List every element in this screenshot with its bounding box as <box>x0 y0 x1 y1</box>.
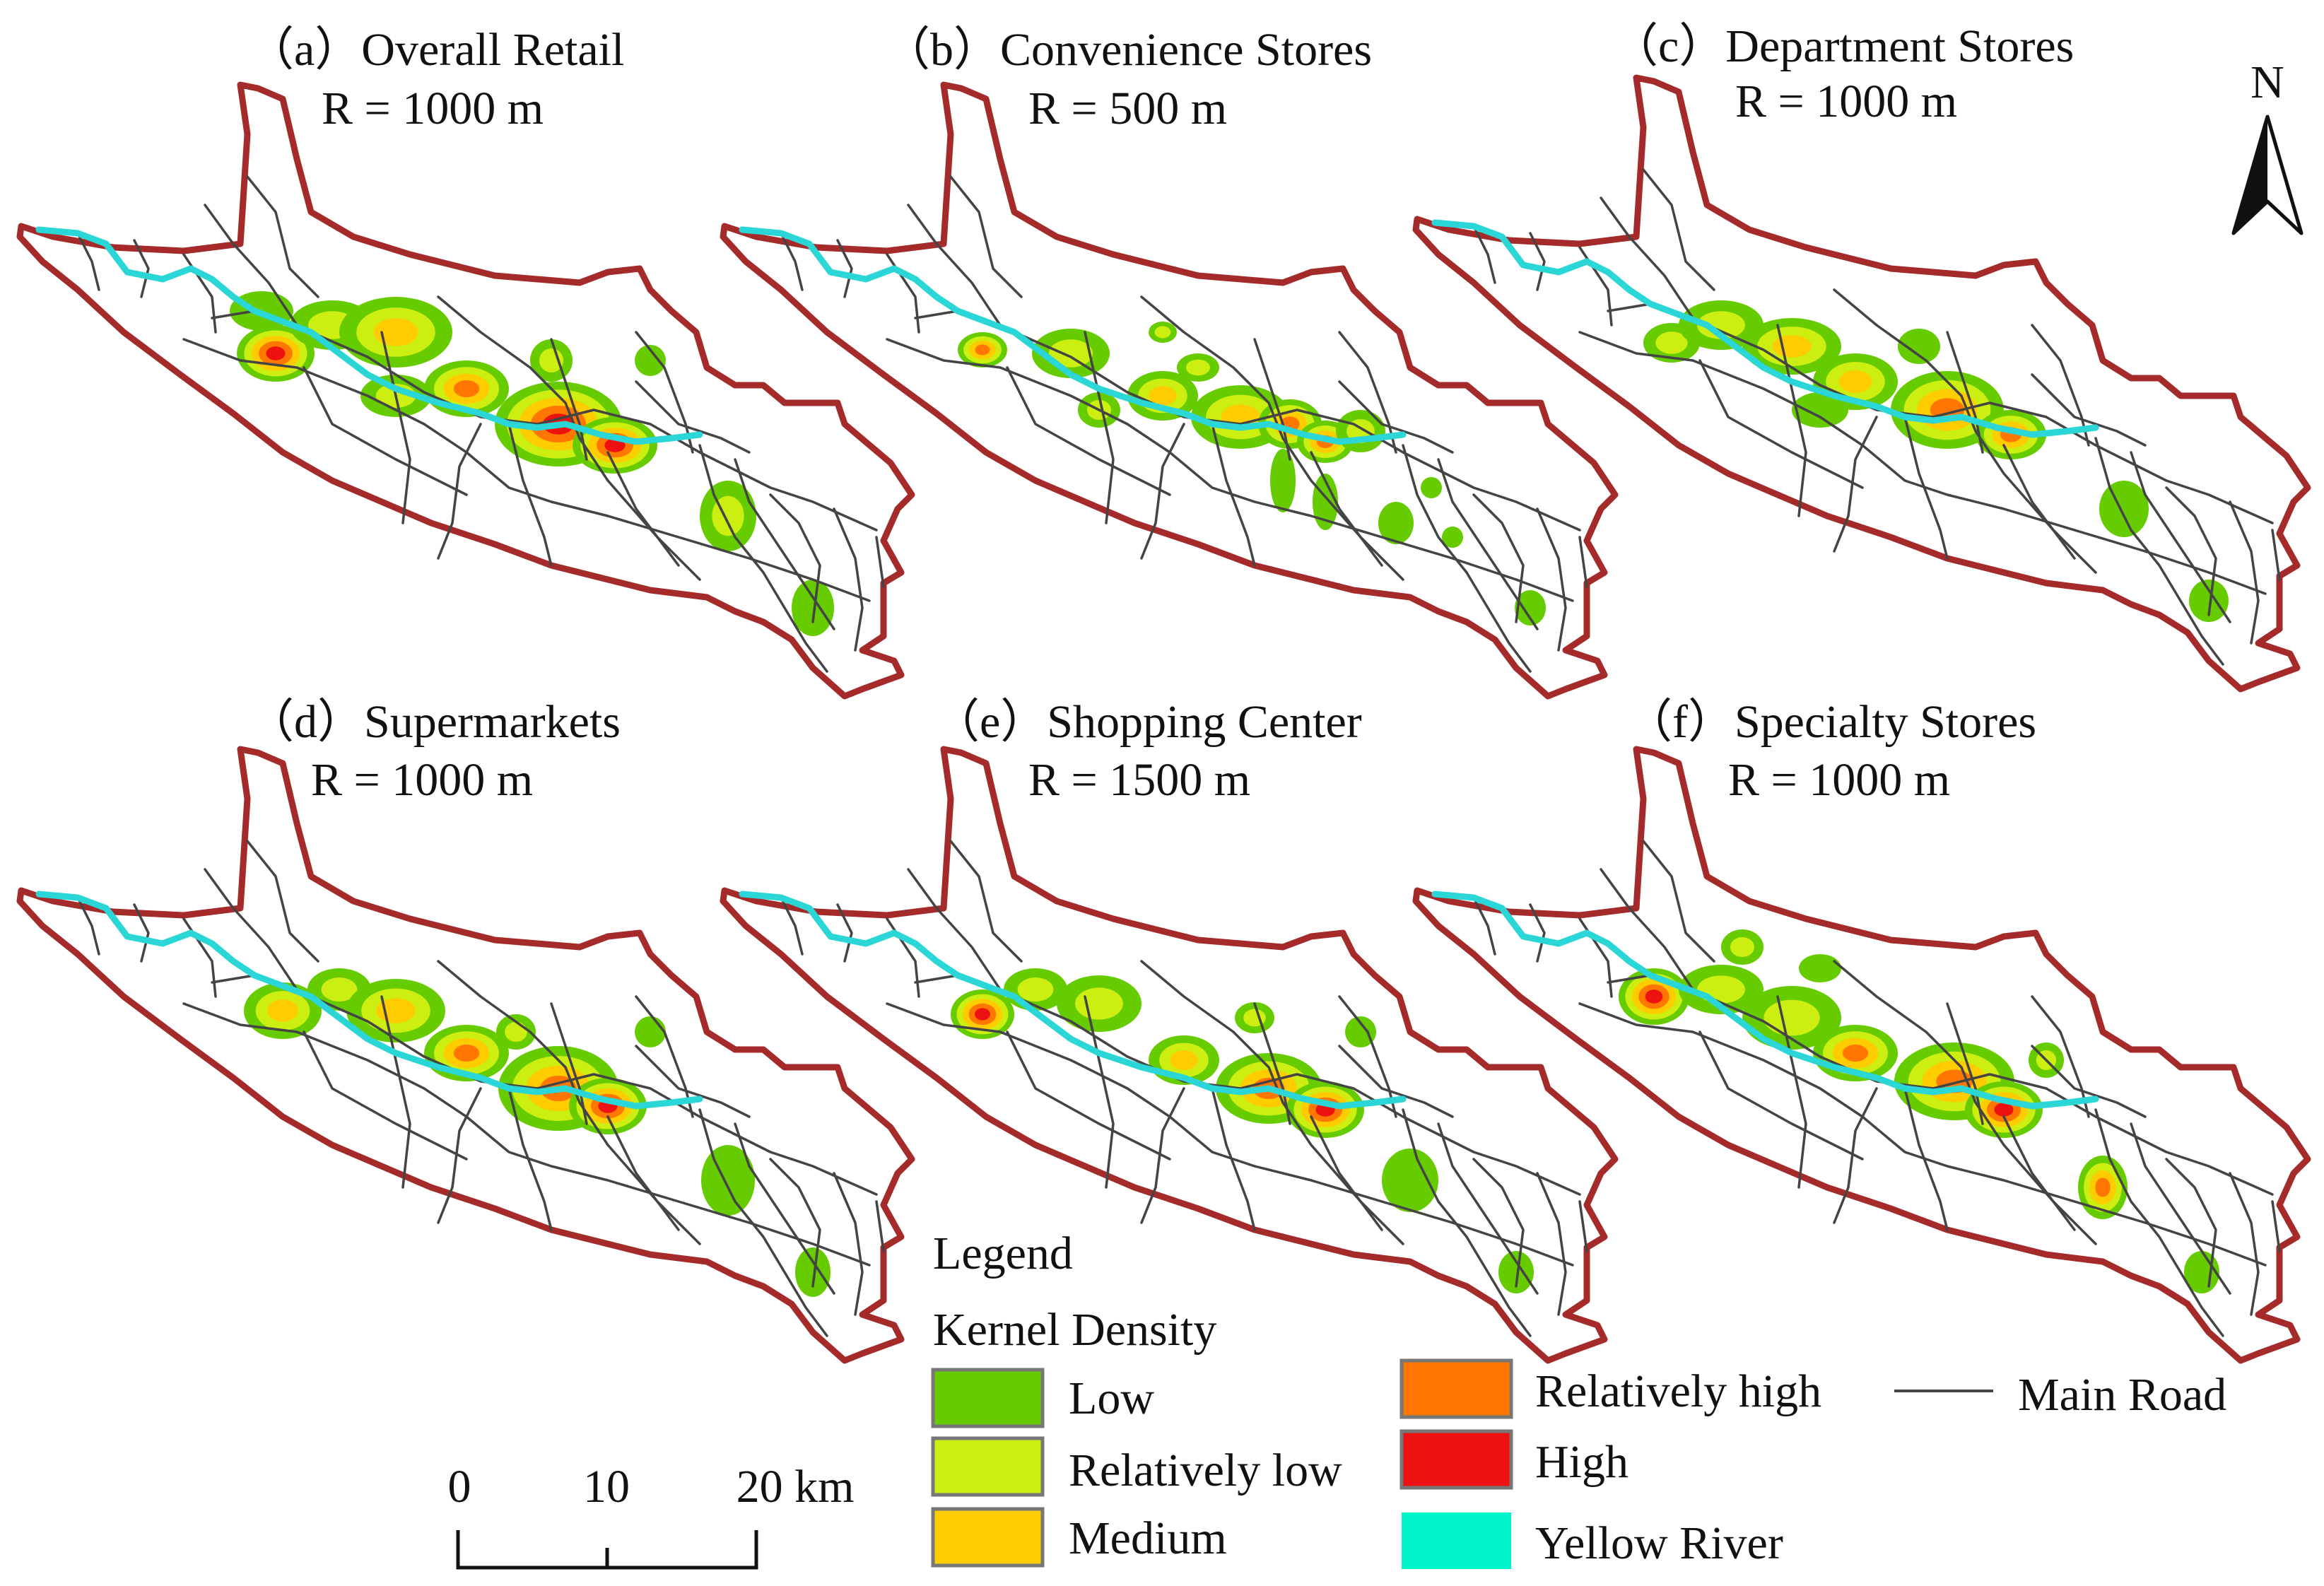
panel-d: （d）Supermarkets R = 1000 m <box>20 696 912 1361</box>
density-hotspot <box>1697 311 1745 339</box>
scale-bar-line <box>456 1530 758 1570</box>
legend-swatch-yellow-river <box>1402 1512 1511 1569</box>
panel-title: （e）Shopping Center <box>933 696 1362 748</box>
density-hotspot <box>505 1021 527 1042</box>
density-hotspot <box>1763 999 1820 1036</box>
density-hotspot <box>975 1008 990 1021</box>
density-hotspot <box>1994 1103 2014 1117</box>
density-hotspot <box>539 348 563 372</box>
density-hotspot <box>453 380 480 398</box>
panel-radius: R = 1500 m <box>1028 754 1250 806</box>
density-hotspot <box>1378 502 1414 544</box>
legend-label-medium: Medium <box>1069 1512 1227 1564</box>
density-hotspot <box>1772 335 1812 358</box>
density-hotspot <box>604 438 626 452</box>
legend-swatch-relatively-low <box>931 1436 1045 1497</box>
density-hotspot <box>1838 370 1872 393</box>
panel-radius: R = 1000 m <box>1735 76 1957 127</box>
legend-swatch-low <box>931 1368 1045 1428</box>
panel-b: （b）Convenience Stores R = 500 m <box>723 24 1615 696</box>
density-hotspot <box>1645 989 1663 1004</box>
density-hotspot <box>1442 527 1463 548</box>
density-hotspot <box>267 999 298 1022</box>
legend-swatch-relatively-high <box>1399 1358 1513 1419</box>
legend-label-relatively-high: Relatively high <box>1535 1365 1821 1417</box>
legend-subtitle: Kernel Density <box>933 1304 1216 1356</box>
legend-label-main-road: Main Road <box>2018 1369 2226 1421</box>
panel-radius: R = 1000 m <box>1728 754 1950 806</box>
north-arrow-half-icon <box>2234 117 2267 233</box>
legend-swatch-high <box>1399 1429 1513 1490</box>
legend-swatch-medium <box>931 1507 1045 1568</box>
density-hotspot <box>1075 987 1123 1020</box>
legend: Legend Kernel Density Low Relatively low… <box>931 1228 2226 1569</box>
density-hotspot <box>1515 590 1546 625</box>
density-layer <box>958 322 1546 625</box>
panel-radius: R = 1000 m <box>311 754 533 806</box>
density-hotspot <box>1345 1016 1376 1047</box>
scale-bar: 0 10 20 km <box>448 1461 855 1570</box>
density-hotspot <box>1655 331 1688 354</box>
panel-e: （e）Shopping Center R = 1500 m <box>723 696 1615 1361</box>
north-arrow-label: N <box>2250 57 2284 108</box>
density-hotspot <box>2184 1251 2219 1293</box>
density-hotspot <box>1730 936 1754 958</box>
scale-tick-0: 0 <box>448 1461 471 1512</box>
density-hotspot <box>1498 1251 1534 1293</box>
density-hotspot <box>975 344 990 356</box>
density-hotspot <box>1421 477 1442 498</box>
panel-title: （f）Specialty Stores <box>1626 696 2036 748</box>
density-hotspot <box>1697 975 1745 1004</box>
panel-f: （f）Specialty Stores R = 1000 m <box>1416 696 2308 1361</box>
density-hotspot <box>1154 326 1171 339</box>
panel-a: （a）Overall Retail R = 1000 m <box>20 24 912 696</box>
legend-title: Legend <box>933 1228 1073 1279</box>
density-layer <box>1619 929 2219 1293</box>
density-layer <box>230 291 834 636</box>
density-hotspot <box>635 345 666 376</box>
density-hotspot <box>795 1247 831 1297</box>
panel-c: （c）Department Stores R = 1000 m <box>1416 20 2308 689</box>
panel-radius: R = 500 m <box>1028 83 1227 134</box>
density-hotspot <box>1792 392 1848 428</box>
scale-tick-10: 10 <box>583 1461 630 1512</box>
density-hotspot <box>1149 386 1177 406</box>
density-hotspot <box>635 1016 666 1047</box>
density-hotspot <box>2095 1177 2111 1197</box>
density-hotspot <box>266 346 286 360</box>
panel-title: （b）Convenience Stores <box>884 24 1372 76</box>
legend-label-low: Low <box>1069 1373 1154 1424</box>
density-hotspot <box>373 318 418 346</box>
density-hotspot <box>2099 481 2149 537</box>
density-layer <box>244 968 831 1297</box>
density-hotspot <box>1017 977 1054 1001</box>
panel-title: （a）Overall Retail <box>247 24 624 76</box>
density-hotspot <box>792 580 834 636</box>
legend-label-yellow-river: Yellow River <box>1535 1517 1783 1569</box>
panel-title: （d）Supermarkets <box>247 696 621 748</box>
density-hotspot <box>1842 1044 1869 1062</box>
scale-tick-20: 20 km <box>736 1461 855 1512</box>
density-layer <box>1643 300 2229 622</box>
north-arrow: N <box>2231 57 2304 235</box>
density-hotspot <box>1186 359 1210 376</box>
density-hotspot <box>321 977 358 1001</box>
legend-label-high: High <box>1535 1436 1628 1488</box>
density-hotspot <box>1170 1050 1198 1070</box>
density-hotspot <box>1382 1149 1438 1212</box>
density-hotspot <box>2189 580 2229 622</box>
density-hotspot <box>1799 954 1841 982</box>
panel-title: （c）Department Stores <box>1612 20 2074 72</box>
density-hotspot <box>1270 449 1296 512</box>
legend-label-relatively-low: Relatively low <box>1069 1445 1342 1496</box>
density-hotspot <box>1898 329 1940 364</box>
density-hotspot <box>1048 339 1093 368</box>
density-hotspot <box>453 1044 480 1062</box>
panel-radius: R = 1000 m <box>322 83 544 134</box>
